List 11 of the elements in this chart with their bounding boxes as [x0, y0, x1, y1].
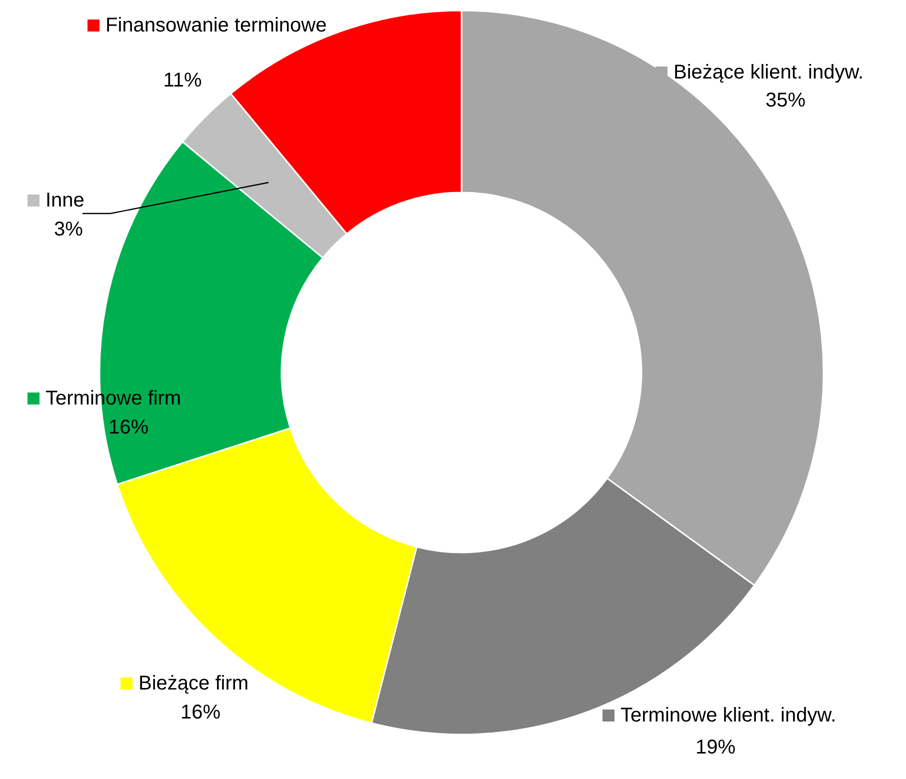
legend-label: Terminowe klient. indyw.	[620, 704, 836, 726]
legend-label: Bieżące firm	[138, 672, 249, 694]
legend-label: Inne	[46, 190, 84, 212]
data-label: 11%	[163, 70, 202, 92]
data-label: 3%	[54, 218, 84, 240]
data-label: 35%	[765, 90, 806, 112]
data-label: 16%	[180, 702, 221, 724]
data-label: 16%	[108, 416, 149, 438]
legend-label: Finansowanie terminowe	[106, 14, 327, 36]
data-label: 19%	[695, 736, 736, 758]
legend-label: Bieżące klient. indyw.	[674, 62, 864, 84]
